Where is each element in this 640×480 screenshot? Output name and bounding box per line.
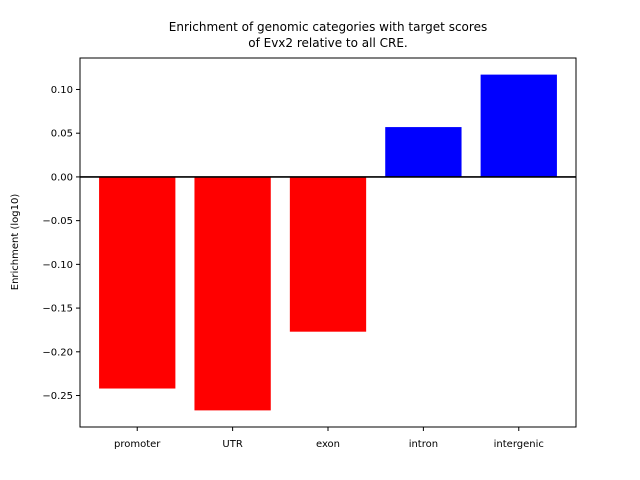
bar-promoter [99, 176, 176, 389]
y-tick-label: −0.10 [42, 260, 73, 271]
bar-intron [385, 127, 462, 177]
y-tick-label: −0.25 [42, 391, 73, 402]
y-tick-label: 0.10 [51, 85, 73, 96]
y-tick-label: 0.00 [51, 172, 73, 183]
y-axis-label: Enrichment (log10) [10, 194, 21, 291]
plot-area: 0.10 0.05 0.00 −0.05 −0.10 −0.15 −0.20 −0.25 pro… [42, 57, 577, 450]
x-tick-label-intron: intron [409, 439, 438, 450]
chart-title-line-2: of Evx2 relative to all CRE. [248, 36, 408, 50]
chart-title-line-1: Enrichment of genomic categories with ta… [169, 20, 487, 34]
x-tick-label-exon: exon [316, 439, 340, 450]
x-tick-label-intergenic: intergenic [494, 439, 544, 450]
y-tick-label: 0.05 [51, 129, 73, 140]
bar-exon [289, 176, 367, 332]
x-tick-label-promoter: promoter [114, 439, 161, 450]
x-tick-label-UTR: UTR [222, 439, 242, 450]
bar-intergenic [480, 74, 557, 177]
bar-UTR [194, 176, 271, 411]
y-tick-label: −0.15 [42, 304, 73, 315]
y-tick-label: −0.20 [42, 347, 73, 358]
y-tick-label: −0.05 [42, 216, 73, 227]
